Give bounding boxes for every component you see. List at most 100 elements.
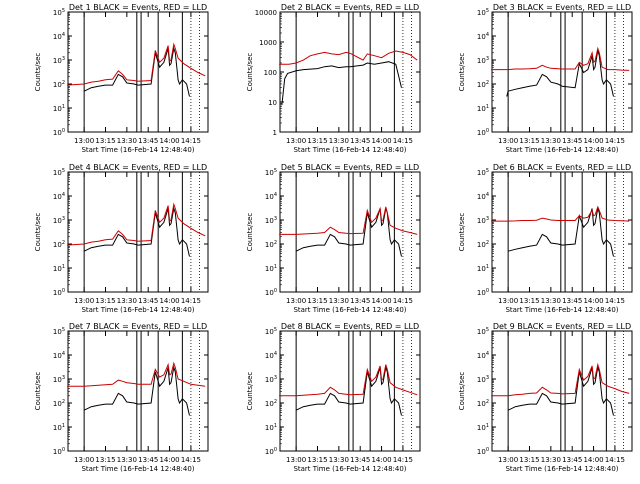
- series-line-lld: [67, 42, 206, 86]
- series-line-events: [507, 206, 614, 257]
- x-tick-label: 14:15: [393, 456, 413, 464]
- x-tick-label: 13:15: [95, 456, 115, 464]
- x-tick-label: 14:15: [393, 137, 413, 145]
- y-tick-label: 100: [264, 69, 277, 77]
- subplot-title: Det 6 BLACK = Events, RED = LLD: [493, 163, 631, 172]
- y-tick-label: 104: [265, 351, 277, 360]
- y-tick-label: 102: [477, 80, 489, 89]
- y-tick-label: 104: [477, 192, 489, 201]
- x-tick-label: 13:15: [307, 137, 327, 145]
- y-tick-label: 103: [265, 216, 277, 225]
- x-tick-label: 13:45: [350, 137, 370, 145]
- y-tick-label: 103: [477, 216, 489, 225]
- y-tick-label: 105: [477, 8, 489, 17]
- y-tick-label: 101: [53, 104, 65, 113]
- series-line-lld: [279, 206, 418, 235]
- plot-frame: [279, 11, 421, 133]
- series-line-lld: [491, 46, 630, 71]
- y-tick-label: 101: [477, 104, 489, 113]
- x-tick-label: 13:00: [74, 456, 94, 464]
- plot-frame: [491, 330, 633, 452]
- plot-frame: [279, 330, 421, 452]
- x-tick-label: 13:30: [117, 137, 137, 145]
- y-tick-label: 105: [265, 168, 277, 177]
- x-tick-label: 13:45: [138, 297, 158, 305]
- x-tick-label: 13:30: [329, 297, 349, 305]
- x-axis-label: Start Time (16-Feb-14 12:48:40): [505, 306, 618, 314]
- x-tick-label: 14:15: [181, 137, 201, 145]
- x-tick-label: 13:15: [519, 297, 539, 305]
- series-line-lld: [279, 50, 418, 65]
- subplot-title: Det 7 BLACK = Events, RED = LLD: [69, 322, 207, 331]
- y-tick-label: 100: [265, 288, 277, 297]
- y-tick-label: 102: [477, 399, 489, 408]
- x-tick-label: 13:30: [541, 297, 561, 305]
- y-tick-label: 10: [268, 99, 277, 107]
- y-axis-label: Counts/sec: [458, 213, 466, 252]
- x-axis-label: Start Time (16-Feb-14 12:48:40): [293, 306, 406, 314]
- x-tick-label: 13:30: [541, 456, 561, 464]
- x-tick-label: 13:00: [74, 137, 94, 145]
- subplot-title: Det 9 BLACK = Events, RED = LLD: [493, 322, 631, 331]
- x-tick-label: 13:45: [562, 137, 582, 145]
- plot-frame: [67, 11, 209, 133]
- y-tick-label: 102: [53, 80, 65, 89]
- y-tick-label: 105: [477, 168, 489, 177]
- x-tick-label: 13:15: [519, 137, 539, 145]
- x-tick-label: 14:00: [159, 297, 179, 305]
- x-tick-label: 14:15: [605, 137, 625, 145]
- y-tick-label: 101: [265, 423, 277, 432]
- series-line-events: [507, 365, 614, 416]
- y-tick-label: 100: [477, 288, 489, 297]
- x-tick-label: 14:00: [583, 297, 603, 305]
- series-line-lld: [67, 202, 206, 246]
- x-tick-label: 13:15: [519, 456, 539, 464]
- y-tick-label: 100: [265, 447, 277, 456]
- subplot-title: Det 8 BLACK = Events, RED = LLD: [281, 322, 419, 331]
- series-line-lld: [491, 205, 630, 222]
- y-tick-label: 100: [53, 447, 65, 456]
- y-tick-label: 105: [53, 8, 65, 17]
- x-tick-label: 14:00: [371, 456, 391, 464]
- y-tick-label: 103: [53, 216, 65, 225]
- series-line-events: [83, 206, 190, 257]
- x-tick-label: 13:30: [117, 297, 137, 305]
- plot-frame: [491, 11, 633, 133]
- subplot-title: Det 3 BLACK = Events, RED = LLD: [493, 3, 631, 12]
- x-tick-label: 13:30: [329, 137, 349, 145]
- x-tick-label: 13:45: [138, 456, 158, 464]
- y-tick-label: 104: [53, 192, 65, 201]
- y-tick-label: 101: [53, 423, 65, 432]
- x-tick-label: 13:00: [286, 456, 306, 464]
- y-axis-label: Counts/sec: [458, 53, 466, 92]
- subplot-title: Det 4 BLACK = Events, RED = LLD: [69, 163, 207, 172]
- plot-frame: [491, 171, 633, 293]
- x-tick-label: 14:15: [181, 297, 201, 305]
- plot-frame: [67, 330, 209, 452]
- y-tick-label: 103: [53, 375, 65, 384]
- x-tick-label: 13:00: [286, 137, 306, 145]
- x-axis-label: Start Time (16-Feb-14 12:48:40): [81, 465, 194, 473]
- x-axis-label: Start Time (16-Feb-14 12:48:40): [293, 146, 406, 154]
- x-tick-label: 13:15: [307, 456, 327, 464]
- x-tick-label: 13:45: [562, 456, 582, 464]
- y-tick-label: 103: [53, 56, 65, 65]
- x-tick-label: 13:00: [498, 137, 518, 145]
- y-axis-label: Counts/sec: [246, 53, 254, 92]
- series-line-lld: [279, 364, 418, 397]
- series-line-lld: [491, 362, 630, 397]
- subplot-title: Det 1 BLACK = Events, RED = LLD: [69, 3, 207, 12]
- y-axis-label: Counts/sec: [246, 372, 254, 411]
- y-tick-label: 104: [265, 192, 277, 201]
- x-tick-label: 13:00: [286, 297, 306, 305]
- subplot-det-2: 1 10 100 1000 10000 13:00 13:15 13:30 13:45 14:00…: [246, 3, 421, 154]
- y-tick-label: 102: [53, 399, 65, 408]
- x-tick-label: 14:15: [181, 456, 201, 464]
- y-axis-label: Counts/sec: [458, 372, 466, 411]
- y-tick-label: 103: [477, 375, 489, 384]
